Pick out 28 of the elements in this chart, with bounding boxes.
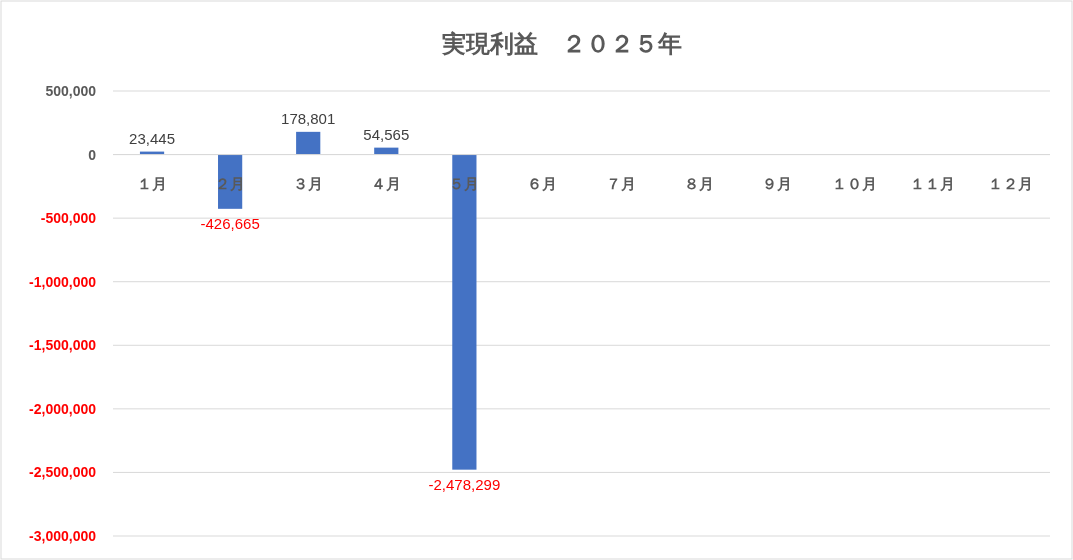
x-tick-label: ４月 xyxy=(371,174,402,192)
x-tick-label: ６月 xyxy=(527,174,558,192)
y-tick-label: -1,500,000 xyxy=(29,337,97,354)
y-tick-label: -2,500,000 xyxy=(29,464,97,481)
x-tick-label: ９月 xyxy=(761,174,792,192)
bar xyxy=(452,154,477,470)
x-tick-label: １１月 xyxy=(910,174,956,192)
x-tick-label: ８月 xyxy=(683,174,714,192)
data-label: 54,565 xyxy=(363,125,410,143)
x-tick-label: １２月 xyxy=(988,174,1034,192)
y-tick-label: -3,000,000 xyxy=(29,528,97,544)
y-tick-label: 0 xyxy=(88,146,97,163)
y-tick-label: -500,000 xyxy=(40,210,97,227)
y-tick-label: 500,000 xyxy=(45,83,97,99)
chart-title: 実現利益 ２０２５年 xyxy=(440,30,682,57)
x-tick-label: １０月 xyxy=(832,174,878,192)
data-label: -2,478,299 xyxy=(428,475,501,493)
data-label: 178,801 xyxy=(281,109,336,127)
x-tick-label: ７月 xyxy=(605,174,636,192)
bar xyxy=(296,131,321,155)
y-tick-label: -2,000,000 xyxy=(29,400,97,417)
x-tick-label: ５月 xyxy=(449,174,480,192)
x-tick-label: ３月 xyxy=(293,174,324,192)
y-tick-label: -1,000,000 xyxy=(29,273,97,290)
x-tick-label: １月 xyxy=(137,174,168,192)
x-tick-label: ２月 xyxy=(215,174,246,192)
data-label: -426,665 xyxy=(200,214,260,232)
data-label: 23,445 xyxy=(129,129,175,147)
